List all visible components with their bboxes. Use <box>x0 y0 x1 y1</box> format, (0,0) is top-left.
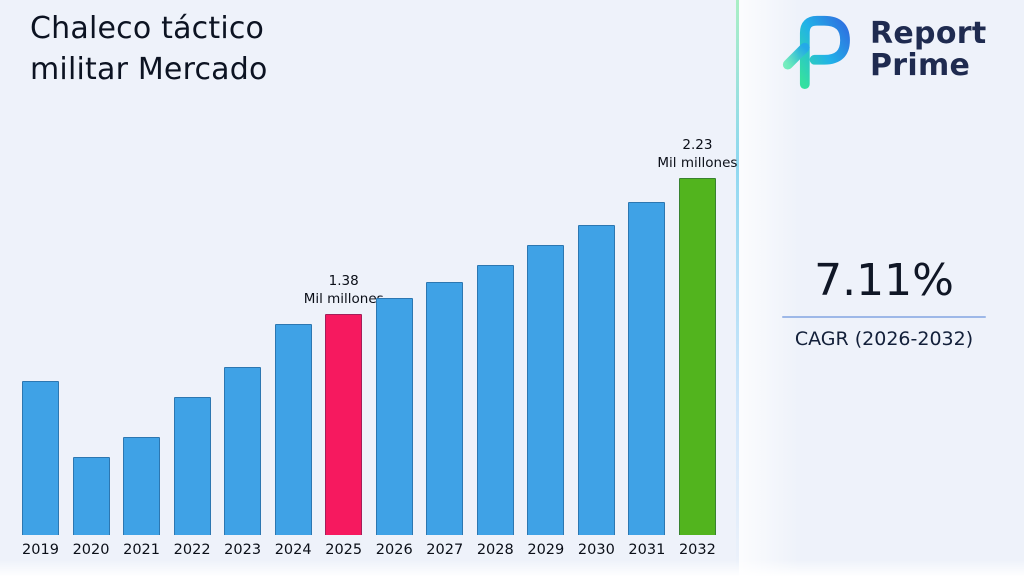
annotation-unit: Mil millones <box>657 154 738 171</box>
annotation-value: 1.38 <box>328 272 359 289</box>
bar-slot: 2027 <box>420 282 469 558</box>
bar-chart: 2019 2020 2021 2022 2023 2024 1.38 Mil millones… <box>16 118 737 558</box>
x-axis-label: 2025 <box>325 542 363 558</box>
bar-slot: 2.23 Mil millones 2032 <box>657 136 737 558</box>
x-axis-label: 2032 <box>678 542 716 558</box>
x-axis-label: 2031 <box>628 542 666 558</box>
annotation-unit: Mil millones <box>303 290 384 307</box>
brand-logo-icon <box>782 15 850 89</box>
bar-2028 <box>476 265 514 535</box>
x-axis-label: 2029 <box>527 542 565 558</box>
page-title: Chaleco táctico militar Mercado <box>30 8 268 91</box>
bar-slot: 2019 <box>16 381 65 558</box>
bar-2027 <box>426 282 464 535</box>
x-axis-label: 2024 <box>274 542 312 558</box>
x-axis-label: 2020 <box>72 542 110 558</box>
x-axis-label: 2021 <box>123 542 161 558</box>
cagr-underline <box>782 316 986 318</box>
bar-2021 <box>123 437 161 535</box>
x-axis-label: 2019 <box>22 542 59 558</box>
bar-2022 <box>173 397 211 535</box>
bar-annotation: 2.23 Mil millones <box>657 136 737 172</box>
bar-slot: 2023 <box>218 367 267 558</box>
bar-2023 <box>224 367 262 535</box>
x-axis-label: 2030 <box>577 542 615 558</box>
x-axis-label: 2028 <box>476 542 514 558</box>
bar-slot: 2024 <box>269 324 318 558</box>
bar-2025 <box>325 314 363 535</box>
bar-slot: 2020 <box>67 457 116 558</box>
x-axis-label: 2027 <box>426 542 464 558</box>
bar-annotation: 1.38 Mil millones <box>304 272 384 308</box>
bottom-fade <box>0 560 1024 576</box>
bar-slot: 1.38 Mil millones 2025 <box>304 272 384 558</box>
x-axis-label: 2022 <box>173 542 211 558</box>
bar-2029 <box>527 245 565 535</box>
brand-logo: Report Prime <box>778 10 986 90</box>
cagr-label: CAGR (2026-2032) <box>794 328 974 350</box>
x-axis-label: 2026 <box>375 542 413 558</box>
bar-2031 <box>628 202 666 535</box>
bar-slot: 2026 <box>370 298 419 558</box>
brand-name-line2: Prime <box>870 48 971 83</box>
annotation-value: 2.23 <box>682 136 713 153</box>
bar-slot: 2021 <box>117 437 166 558</box>
bar-slot: 2028 <box>471 265 520 558</box>
bar-2019 <box>22 381 59 535</box>
bar-2020 <box>72 457 110 535</box>
page-title-line2: militar Mercado <box>30 52 268 88</box>
x-axis-label: 2023 <box>224 542 262 558</box>
bar-2030 <box>577 225 615 535</box>
bar-slot: 2022 <box>168 397 217 558</box>
bar-slot: 2030 <box>572 225 621 558</box>
cagr-block: 7.11% CAGR (2026-2032) <box>760 255 1008 350</box>
page-title-line1: Chaleco táctico <box>30 11 265 46</box>
divider-line <box>736 0 739 576</box>
brand-logo-text: Report Prime <box>870 15 987 83</box>
bar-2032 <box>678 178 716 535</box>
bar-slot: 2031 <box>622 202 671 558</box>
bar-slot: 2029 <box>521 245 570 558</box>
cagr-value: 7.11% <box>814 255 954 306</box>
bar-2024 <box>274 324 312 535</box>
brand-name-line1: Report <box>870 15 987 51</box>
bar-2026 <box>375 298 413 535</box>
